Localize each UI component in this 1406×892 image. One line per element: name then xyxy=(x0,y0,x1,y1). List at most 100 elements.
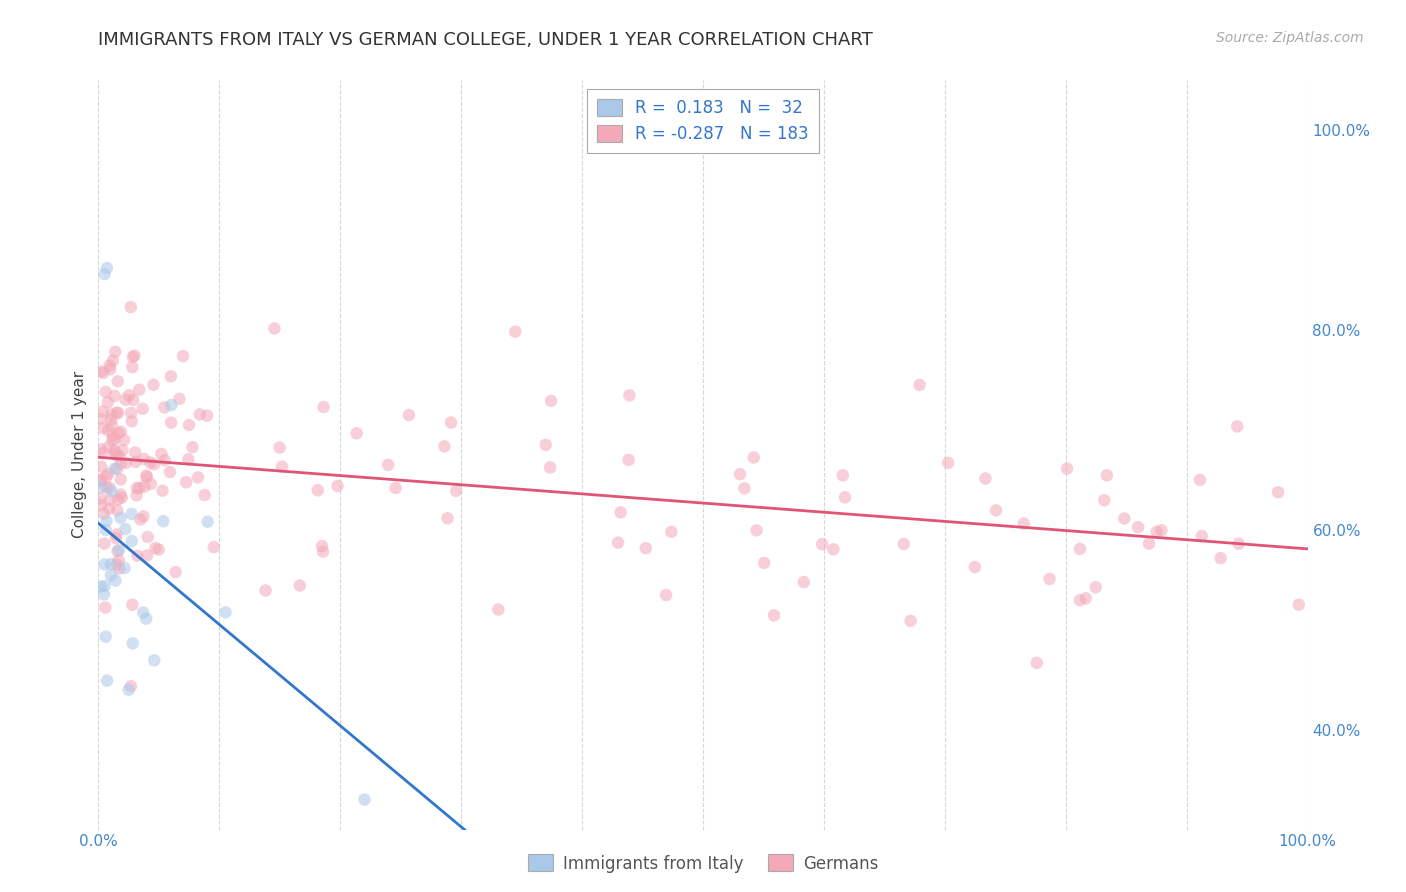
Point xyxy=(96,469,118,483)
Point xyxy=(169,392,191,406)
Point xyxy=(655,588,678,602)
Point xyxy=(1069,541,1091,556)
Point xyxy=(120,300,142,314)
Point xyxy=(118,388,141,402)
Point xyxy=(1188,473,1211,487)
Point xyxy=(90,473,112,487)
Point xyxy=(108,449,131,463)
Point xyxy=(94,600,117,615)
Point xyxy=(122,392,145,407)
Point xyxy=(1092,493,1115,508)
Point xyxy=(1191,529,1213,543)
Point xyxy=(91,421,114,435)
Point xyxy=(101,428,124,442)
Point xyxy=(97,440,120,454)
Point xyxy=(139,456,162,470)
Point xyxy=(94,384,117,399)
Point xyxy=(115,456,138,470)
Point xyxy=(1226,419,1249,434)
Point xyxy=(104,531,127,545)
Point xyxy=(194,488,217,502)
Y-axis label: College, Under 1 year: College, Under 1 year xyxy=(72,371,87,539)
Point xyxy=(107,544,129,558)
Point xyxy=(503,325,526,339)
Point xyxy=(384,481,406,495)
Point xyxy=(538,460,561,475)
Point xyxy=(121,598,143,612)
Point xyxy=(172,349,194,363)
Point xyxy=(94,630,117,644)
Point xyxy=(1209,551,1232,566)
Point xyxy=(90,459,112,474)
Point xyxy=(444,483,467,498)
Point xyxy=(174,475,197,490)
Point xyxy=(1114,511,1136,525)
Point xyxy=(93,587,115,601)
Point xyxy=(114,522,136,536)
Point xyxy=(132,606,155,620)
Point xyxy=(114,392,136,407)
Point xyxy=(984,503,1007,517)
Point xyxy=(90,364,112,378)
Point xyxy=(121,350,143,364)
Point xyxy=(100,484,122,499)
Point xyxy=(90,442,112,456)
Point xyxy=(733,481,755,495)
Point xyxy=(311,539,333,553)
Point xyxy=(105,448,128,462)
Point xyxy=(202,540,225,554)
Point xyxy=(93,579,115,593)
Point xyxy=(125,488,148,502)
Point xyxy=(90,491,112,506)
Point xyxy=(121,360,143,375)
Point xyxy=(101,418,124,433)
Point xyxy=(132,451,155,466)
Point xyxy=(100,557,122,571)
Legend: Immigrants from Italy, Germans: Immigrants from Italy, Germans xyxy=(520,847,886,880)
Point xyxy=(742,450,765,465)
Point xyxy=(110,510,132,524)
Point xyxy=(145,541,167,555)
Point xyxy=(110,456,132,470)
Point xyxy=(105,503,128,517)
Point xyxy=(831,468,853,483)
Point xyxy=(540,393,562,408)
Point xyxy=(112,433,135,447)
Point xyxy=(107,492,129,507)
Point xyxy=(100,408,122,422)
Point xyxy=(110,472,132,486)
Point xyxy=(160,416,183,430)
Point xyxy=(1074,591,1097,606)
Point xyxy=(160,369,183,384)
Point xyxy=(104,461,127,475)
Point xyxy=(353,792,375,806)
Point xyxy=(148,542,170,557)
Point xyxy=(121,507,143,521)
Point xyxy=(105,527,128,541)
Point xyxy=(128,383,150,397)
Point xyxy=(288,578,311,592)
Point xyxy=(110,487,132,501)
Point xyxy=(617,453,640,467)
Point xyxy=(97,423,120,437)
Point xyxy=(103,389,125,403)
Point xyxy=(90,580,112,594)
Point xyxy=(98,501,121,516)
Point xyxy=(105,462,128,476)
Point xyxy=(963,560,986,574)
Point xyxy=(534,438,557,452)
Point xyxy=(105,558,128,572)
Point xyxy=(101,353,124,368)
Point xyxy=(811,537,834,551)
Point xyxy=(98,359,121,373)
Point xyxy=(90,474,112,488)
Point xyxy=(214,606,236,620)
Point xyxy=(745,524,768,538)
Point xyxy=(1069,593,1091,607)
Point xyxy=(187,470,209,484)
Point xyxy=(377,458,399,472)
Legend: R =  0.183   N =  32, R = -0.287   N = 183: R = 0.183 N = 32, R = -0.287 N = 183 xyxy=(588,88,818,153)
Point xyxy=(197,515,219,529)
Point xyxy=(433,439,456,453)
Point xyxy=(135,468,157,483)
